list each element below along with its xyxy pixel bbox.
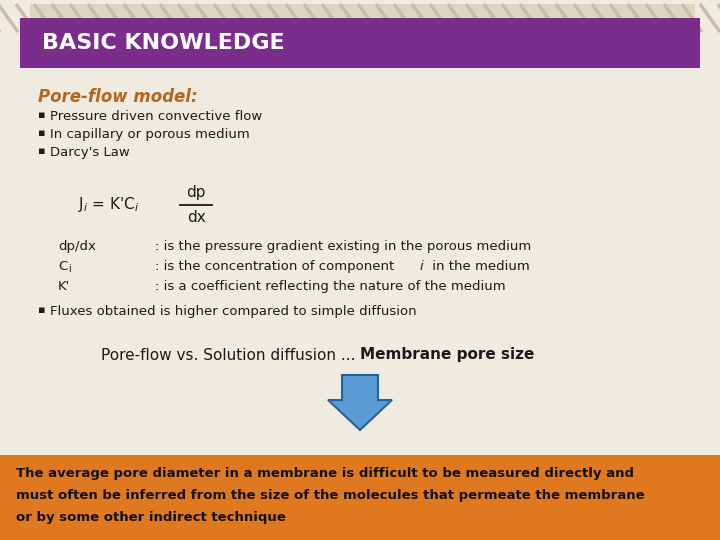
Text: i: i <box>420 260 423 273</box>
Text: BASIC KNOWLEDGE: BASIC KNOWLEDGE <box>42 33 284 53</box>
Text: K': K' <box>58 280 71 293</box>
Text: dp: dp <box>186 186 206 200</box>
Text: : is a coefficient reflecting the nature of the medium: : is a coefficient reflecting the nature… <box>155 280 505 293</box>
Text: Pore-flow model:: Pore-flow model: <box>38 88 197 106</box>
Text: Darcy's Law: Darcy's Law <box>50 146 130 159</box>
Text: in the medium: in the medium <box>428 260 530 273</box>
Polygon shape <box>328 375 392 430</box>
Text: must often be inferred from the size of the molecules that permeate the membrane: must often be inferred from the size of … <box>16 489 644 502</box>
Text: i: i <box>68 264 71 274</box>
Text: dx: dx <box>186 211 205 226</box>
Text: : is the pressure gradient existing in the porous medium: : is the pressure gradient existing in t… <box>155 240 531 253</box>
Text: ▪: ▪ <box>38 110 45 120</box>
Text: In capillary or porous medium: In capillary or porous medium <box>50 128 250 141</box>
Text: ▪: ▪ <box>38 146 45 156</box>
Text: Pore-flow vs. Solution diffusion ...: Pore-flow vs. Solution diffusion ... <box>101 348 360 362</box>
Text: : is the concentration of component: : is the concentration of component <box>155 260 398 273</box>
Text: The average pore diameter in a membrane is difficult to be measured directly and: The average pore diameter in a membrane … <box>16 467 634 480</box>
Text: Pressure driven convective flow: Pressure driven convective flow <box>50 110 262 123</box>
Text: J$_i$ = K'C$_i$: J$_i$ = K'C$_i$ <box>78 195 139 214</box>
Bar <box>20 18 700 68</box>
Text: Fluxes obtained is higher compared to simple diffusion: Fluxes obtained is higher compared to si… <box>50 305 417 318</box>
Text: C: C <box>58 260 67 273</box>
Bar <box>0 455 720 540</box>
Text: Membrane pore size: Membrane pore size <box>360 348 534 362</box>
Bar <box>30 4 695 32</box>
Text: dp/dx: dp/dx <box>58 240 96 253</box>
Text: ▪: ▪ <box>38 128 45 138</box>
Text: ▪: ▪ <box>38 305 45 315</box>
Text: or by some other indirect technique: or by some other indirect technique <box>16 511 286 524</box>
